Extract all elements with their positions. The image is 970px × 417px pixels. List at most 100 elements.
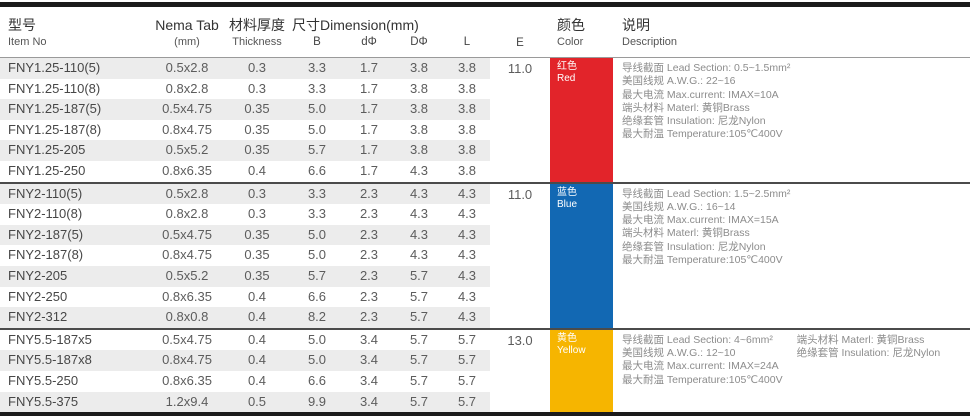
column-header-big-d-phi: DΦ <box>410 36 428 48</box>
cell-item-no: FNY1.25-250 <box>8 162 86 178</box>
cell-d-phi: 2.3 <box>359 288 379 304</box>
cell-d-phi: 3.4 <box>359 393 379 409</box>
cell-d-phi: 2.3 <box>359 309 379 325</box>
cell-nema-tab: 0.5x5.2 <box>165 267 209 283</box>
cell-thickness: 0.35 <box>244 121 270 137</box>
cell-l: 3.8 <box>457 80 477 96</box>
column-header-description: 说明 Description <box>613 7 970 57</box>
cell-b: 5.0 <box>307 121 327 137</box>
cell-d-phi: 1.7 <box>359 60 379 75</box>
column-header-description-zh: 说明 <box>622 17 650 33</box>
cell-thickness: 0.35 <box>244 142 270 158</box>
cell-d-phi: 2.3 <box>359 267 379 283</box>
cell-thickness: 0.35 <box>244 226 270 242</box>
cell-d-phi: 2.3 <box>359 185 379 201</box>
cell-thickness: 0.4 <box>247 288 267 304</box>
cell-b: 8.2 <box>307 309 327 325</box>
description-line: 绝缘套管 Insulation: 尼龙Nylon <box>622 240 766 253</box>
description-column-left: 导线截面 Lead Section: 1.5~2.5mm² 美国线规 A.W.G.… <box>622 188 790 268</box>
cell-thickness: 0.3 <box>247 206 267 222</box>
cell-big-d-phi: 5.7 <box>409 309 429 325</box>
cell-l: 3.8 <box>457 162 477 178</box>
column-header-dimension-title: 尺寸Dimension(mm) <box>292 17 419 33</box>
cell-l: 3.8 <box>457 60 477 75</box>
cell-big-d-phi: 5.7 <box>409 331 429 347</box>
cell-nema-tab: 0.8x6.35 <box>162 372 212 388</box>
cell-nema-tab: 0.8x4.75 <box>162 247 212 263</box>
cell-item-no: FNY5.5-375 <box>8 393 79 409</box>
color-label-zh: 黄色 <box>557 332 577 344</box>
cell-item-no: FNY1.25-110(5) <box>8 60 101 75</box>
description-line: 端头材料 Materl: 黄铜Brass <box>796 333 925 346</box>
table-row: FNY2-250 0.8x6.35 0.4 6.6 2.3 5.7 4.3 <box>0 287 490 308</box>
column-header-color-zh: 颜色 <box>557 17 585 33</box>
cell-d-phi: 3.4 <box>359 352 379 368</box>
cell-big-d-phi: 4.3 <box>409 206 429 222</box>
description-line: 美国线规 A.W.G.: 22~16 <box>622 75 736 88</box>
table-row: FNY2-187(5) 0.5x4.75 0.35 5.0 2.3 4.3 4.3 <box>0 224 490 246</box>
description-line: 端头材料 Materl: 黄铜Brass <box>622 227 750 240</box>
cell-d-phi: 3.4 <box>359 331 379 347</box>
cell-big-d-phi: 3.8 <box>409 142 429 158</box>
cell-item-no: FNY5.5-187x5 <box>8 331 92 347</box>
cell-item-no: FNY1.25-205 <box>8 142 86 158</box>
cell-thickness: 0.3 <box>247 80 267 96</box>
cell-item-no: FNY5.5-187x8 <box>8 352 92 368</box>
cell-item-no: FNY2-250 <box>8 288 68 304</box>
cell-big-d-phi: 5.7 <box>409 372 429 388</box>
cell-big-d-phi: 4.3 <box>409 247 429 263</box>
cell-item-no: FNY2-110(8) <box>8 206 83 222</box>
cell-nema-tab: 1.2x9.4 <box>165 393 209 409</box>
description-line: 最大耐温 Temperature:105℃400V <box>622 373 783 386</box>
description-column-left: 导线截面 Lead Section: 4~6mm² 美国线规 A.W.G.: 12… <box>622 334 783 387</box>
column-header-e: E <box>516 37 524 49</box>
cell-b: 6.6 <box>307 288 327 304</box>
product-group: FNY5.5-187x5 0.5x4.75 0.4 5.0 3.4 5.7 5.7 FNY5.… <box>0 329 970 413</box>
e-value: 11.0 <box>507 186 533 202</box>
description-line: 最大耐温 Temperature:105℃400V <box>622 254 783 267</box>
table-row: FNY5.5-250 0.8x6.35 0.4 6.6 3.4 5.7 5.7 <box>0 371 490 392</box>
color-label-zh: 红色 <box>557 61 577 72</box>
e-value: 11.0 <box>507 61 533 76</box>
description-line: 导线截面 Lead Section: 4~6mm² <box>622 333 773 346</box>
color-label-en: Red <box>557 73 576 84</box>
cell-d-phi: 1.7 <box>359 101 379 117</box>
description-column-left: 导线截面 Lead Section: 0.5~1.5mm² 美国线规 A.W.G.… <box>622 62 790 142</box>
description: 导线截面 Lead Section: 4~6mm² 美国线规 A.W.G.: 12… <box>613 330 970 412</box>
column-header-thickness-zh: 材料厚度 <box>229 17 285 33</box>
cell-item-no: FNY2-187(5) <box>8 226 84 242</box>
rows-area: FNY1.25-110(5) 0.5x2.8 0.3 3.3 1.7 3.8 3.8 FNY1… <box>0 58 490 182</box>
cell-thickness: 0.35 <box>244 247 270 263</box>
cell-b: 5.0 <box>307 101 327 117</box>
cell-thickness: 0.4 <box>247 372 267 388</box>
cell-b: 5.0 <box>307 247 327 263</box>
table-row: FNY2-205 0.5x5.2 0.35 5.7 2.3 5.7 4.3 <box>0 265 490 287</box>
column-header-color: 颜色 Color <box>550 7 613 57</box>
description-column-right: 端头材料 Materl: 黄铜Brass 绝缘套管 Insulation: 尼龙N… <box>797 334 941 361</box>
description: 导线截面 Lead Section: 1.5~2.5mm² 美国线规 A.W.G.… <box>613 184 970 328</box>
column-header-color-en: Color <box>557 36 584 48</box>
cell-nema-tab: 0.5x2.8 <box>165 60 209 75</box>
cell-b: 5.7 <box>307 142 327 158</box>
cell-nema-tab: 0.5x5.2 <box>165 142 209 158</box>
cell-l: 4.3 <box>457 288 477 304</box>
column-header-item-no-zh: 型号 <box>8 17 36 33</box>
cell-big-d-phi: 5.7 <box>409 267 429 283</box>
cell-big-d-phi: 4.3 <box>409 185 429 201</box>
cell-l: 4.3 <box>457 247 477 263</box>
description-line: 美国线规 A.W.G.: 12~10 <box>622 347 736 360</box>
cell-l: 4.3 <box>457 185 477 201</box>
color-label-en: Blue <box>557 198 578 210</box>
table-row: FNY1.25-250 0.8x6.35 0.4 6.6 1.7 4.3 3.8 <box>0 161 490 182</box>
cell-b: 5.0 <box>307 331 327 347</box>
rows-area: FNY2-110(5) 0.5x2.8 0.3 3.3 2.3 4.3 4.3 FNY2-11… <box>0 183 490 328</box>
description-line: 导线截面 Lead Section: 0.5~1.5mm² <box>622 62 791 74</box>
cell-d-phi: 2.3 <box>359 206 379 222</box>
column-header-description-en: Description <box>622 36 678 48</box>
cell-l: 5.7 <box>457 393 477 409</box>
column-header-nema-tab-title: Nema Tab <box>155 17 219 33</box>
table-row: FNY1.25-110(5) 0.5x2.8 0.3 3.3 1.7 3.8 3.8 <box>0 58 490 79</box>
column-header-thickness: 材料厚度 Thickness <box>224 7 290 57</box>
cell-b: 5.0 <box>307 226 327 242</box>
cell-thickness: 0.4 <box>247 309 267 325</box>
